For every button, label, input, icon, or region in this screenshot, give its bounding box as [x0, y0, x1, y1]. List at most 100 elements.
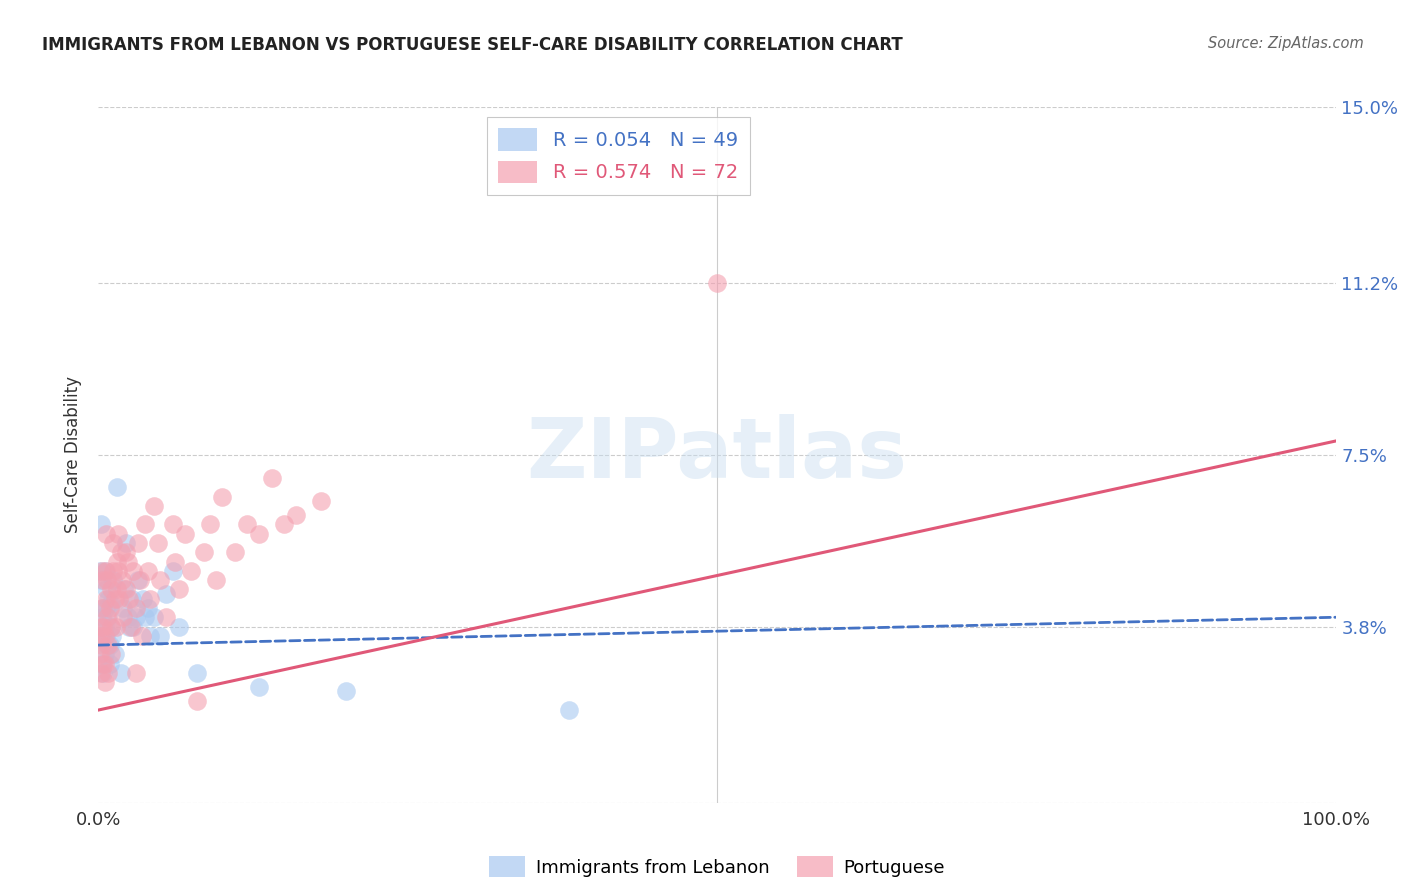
Point [136, 601, 159, 615]
Point [93, 657, 115, 671]
Point [118, 619, 141, 633]
Point [104, 619, 127, 633]
Point [91, 657, 114, 671]
Point [132, 591, 155, 606]
Point [98, 601, 121, 615]
Point [111, 573, 134, 587]
Point [98, 638, 121, 652]
Point [309, 494, 332, 508]
Point [122, 564, 145, 578]
Point [93, 633, 115, 648]
Point [155, 610, 177, 624]
Text: ZIPatlas: ZIPatlas [527, 415, 907, 495]
Point [103, 648, 125, 662]
Point [117, 555, 139, 569]
Point [167, 619, 190, 633]
Point [110, 545, 132, 559]
Point [103, 591, 125, 606]
Point [105, 555, 128, 569]
Point [93, 573, 115, 587]
Point [90, 517, 112, 532]
Point [143, 499, 166, 513]
Point [97, 665, 120, 680]
Point [107, 564, 129, 578]
Point [211, 490, 233, 504]
Point [134, 517, 156, 532]
Point [93, 675, 115, 690]
Point [224, 545, 246, 559]
Point [193, 545, 215, 559]
Point [121, 591, 143, 606]
Text: IMMIGRANTS FROM LEBANON VS PORTUGUESE SELF-CARE DISABILITY CORRELATION CHART: IMMIGRANTS FROM LEBANON VS PORTUGUESE SE… [42, 36, 903, 54]
Point [162, 517, 184, 532]
Point [100, 596, 122, 610]
Point [94, 582, 117, 597]
Point [139, 629, 162, 643]
Point [105, 480, 128, 494]
Point [107, 526, 129, 541]
Point [94, 591, 117, 606]
Point [110, 665, 132, 680]
Point [96, 573, 118, 587]
Point [90, 573, 112, 587]
Point [124, 610, 146, 624]
Point [117, 610, 139, 624]
Point [105, 582, 128, 597]
Point [198, 517, 221, 532]
Point [136, 564, 159, 578]
Point [129, 573, 152, 587]
Point [165, 555, 187, 569]
Point [108, 591, 131, 606]
Point [124, 665, 146, 680]
Point [100, 619, 122, 633]
Point [100, 619, 122, 633]
Point [90, 619, 112, 633]
Point [90, 665, 112, 680]
Point [114, 582, 136, 597]
Y-axis label: Self-Care Disability: Self-Care Disability [65, 376, 83, 533]
Point [101, 629, 124, 643]
Point [94, 601, 117, 615]
Point [260, 471, 283, 485]
Point [112, 610, 135, 624]
Legend: Immigrants from Lebanon, Portuguese: Immigrants from Lebanon, Portuguese [482, 849, 952, 884]
Point [93, 665, 115, 680]
Point [247, 680, 270, 694]
Point [93, 619, 115, 633]
Point [94, 564, 117, 578]
Point [93, 657, 115, 671]
Point [97, 610, 120, 624]
Point [118, 591, 141, 606]
Point [127, 536, 149, 550]
Point [149, 629, 172, 643]
Point [112, 582, 135, 597]
Point [167, 582, 190, 597]
Point [91, 610, 114, 624]
Point [93, 629, 115, 643]
Point [149, 573, 172, 587]
Point [103, 536, 125, 550]
Point [103, 564, 125, 578]
Point [127, 573, 149, 587]
Point [186, 694, 208, 708]
Point [174, 526, 197, 541]
Point [247, 526, 270, 541]
Point [205, 573, 228, 587]
Point [100, 582, 122, 597]
Point [162, 564, 184, 578]
Point [98, 657, 121, 671]
Point [103, 573, 125, 587]
Point [93, 648, 115, 662]
Point [91, 638, 114, 652]
Text: Source: ZipAtlas.com: Source: ZipAtlas.com [1208, 36, 1364, 51]
Point [97, 591, 120, 606]
Point [139, 591, 162, 606]
Point [112, 601, 135, 615]
Point [335, 684, 357, 698]
Point [120, 619, 142, 633]
Point [100, 648, 122, 662]
Point [94, 629, 117, 643]
Point [557, 703, 579, 717]
Point [131, 629, 153, 643]
Point [93, 564, 115, 578]
